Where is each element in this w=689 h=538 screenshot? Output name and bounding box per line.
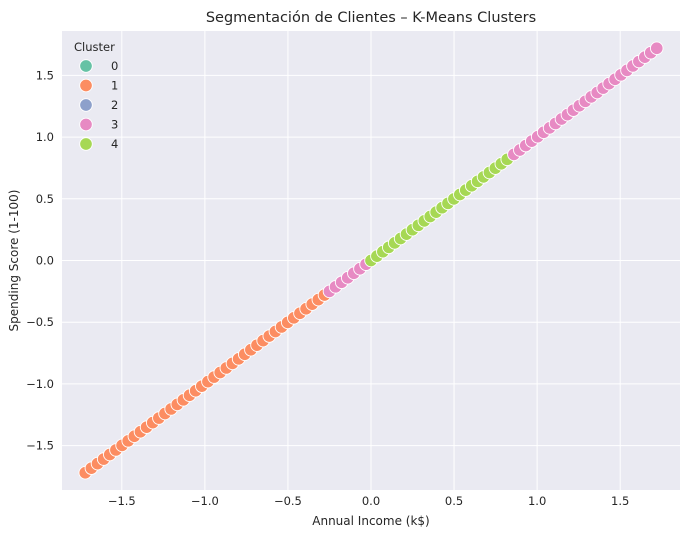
y-axis-label: Spending Score (1-100) — [7, 190, 21, 332]
legend-marker — [79, 117, 93, 132]
chart-title: Segmentación de Clientes – K-Means Clust… — [206, 10, 536, 26]
legend-marker — [79, 78, 93, 93]
x-tick-label: −1.0 — [191, 494, 219, 508]
y-tick-label: −1.5 — [26, 439, 54, 453]
y-tick-label: −0.5 — [26, 315, 54, 329]
x-tick-label: 0.5 — [445, 494, 463, 508]
legend-entry-label: 0 — [111, 59, 118, 73]
legend-title: Cluster — [74, 40, 115, 54]
y-tick-label: 0.0 — [36, 254, 54, 268]
legend-entry-label: 3 — [111, 118, 118, 132]
y-tick-label: −1.0 — [26, 377, 54, 391]
y-tick-label: 1.0 — [36, 130, 54, 144]
legend-entry-label: 1 — [111, 79, 118, 93]
x-axis-label: Annual Income (k$) — [312, 514, 429, 528]
x-tick-label: 0.0 — [362, 494, 380, 508]
x-tick-label: 1.0 — [528, 494, 546, 508]
x-tick-label: −1.5 — [108, 494, 136, 508]
x-tick-label: 1.5 — [611, 494, 629, 508]
legend-entry-label: 2 — [111, 98, 118, 112]
y-tick-labels: −1.5 −1.0 −0.5 0.0 0.5 1.0 1.5 — [26, 68, 54, 452]
legend-marker — [79, 98, 93, 112]
legend-marker — [79, 59, 93, 73]
x-tick-label: −0.5 — [274, 494, 302, 508]
legend: Cluster 0 1 2 3 4 — [74, 40, 118, 151]
legend-entry-label: 4 — [111, 137, 118, 151]
y-tick-label: 1.5 — [36, 68, 54, 82]
y-tick-label: 0.5 — [36, 192, 54, 206]
data-point-cluster-3 — [649, 41, 664, 56]
data-points — [78, 41, 664, 480]
legend-marker — [79, 137, 93, 151]
x-tick-labels: −1.5 −1.0 −0.5 0.0 0.5 1.0 1.5 — [108, 494, 630, 508]
